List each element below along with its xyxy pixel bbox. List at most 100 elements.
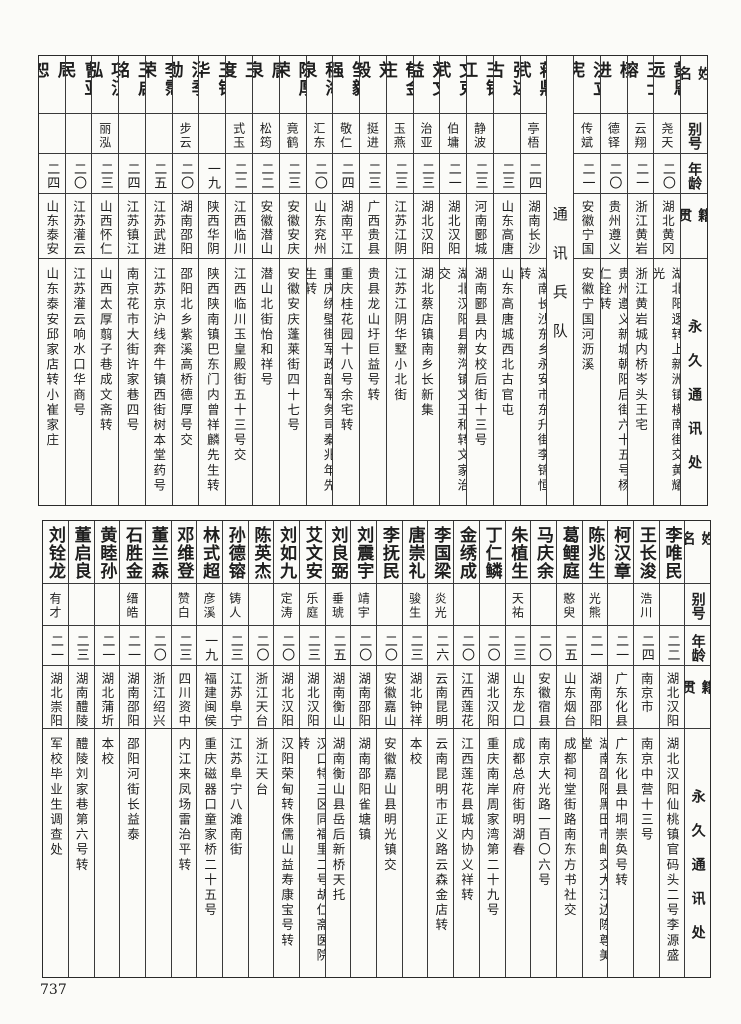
person-alias: 德铎 <box>606 122 621 150</box>
person-hometown-cell: 福建闽侯 <box>197 666 222 729</box>
person-alias: 定涛 <box>279 592 294 620</box>
person-age-cell: 二〇 <box>654 154 681 194</box>
person-name: 文克武 <box>440 61 467 97</box>
person-alias-cell: 铸人 <box>222 584 248 626</box>
header-cell-hometown: 籍贯 <box>685 666 710 729</box>
person-column: 郁金庄玉燕二三江苏江阴江苏江阴华墅小北街 <box>385 56 413 505</box>
person-hometown-cell: 广东化县 <box>608 666 633 729</box>
person-alias-cell <box>145 584 171 626</box>
person-hometown-cell: 湖北汉阳 <box>413 194 440 259</box>
person-address-cell: 潜山北街怡和祥号 <box>253 259 279 505</box>
person-name: 陈厚荣 <box>280 61 306 97</box>
person-alias-cell: 伯墉 <box>440 114 467 154</box>
person-address-cell: 山西太厚翦子巷成文斋转 <box>92 259 118 505</box>
person-alias: 靖宇 <box>356 592 371 620</box>
person-name: 李抚民 <box>378 526 399 580</box>
person-age: 二〇 <box>150 634 166 662</box>
person-age-cell: 二三 <box>68 626 94 666</box>
person-name-cell: 董兰森 <box>145 521 171 584</box>
person-alias-cell <box>248 584 274 626</box>
person-alias-cell: 靖宇 <box>351 584 377 626</box>
person-age-cell: 二一 <box>440 154 467 194</box>
person-column: 项汉泓丽泓二三山西怀仁山西太厚翦子巷成文斋转 <box>91 56 119 505</box>
person-alias: 天祐 <box>510 592 525 620</box>
person-name: 程海泉 <box>307 61 333 97</box>
person-age: 二三 <box>407 634 423 662</box>
person-name-cell: 金绣成 <box>454 521 479 584</box>
person-alias-cell <box>377 584 402 626</box>
person-alias: 敬仁 <box>338 122 353 150</box>
person-address: 江苏京沪线奔牛镇西街树本堂药号 <box>151 267 167 494</box>
person-name: 杨进 <box>601 61 627 98</box>
person-address: 邵阳北乡紫溪高桥德厚号交 <box>178 267 194 449</box>
person-hometown: 安徽安庆 <box>285 200 301 256</box>
person-name: 邹毅强 <box>333 61 360 97</box>
person-hometown-cell: 浙江黄岩 <box>627 194 654 259</box>
person-hometown: 山西怀仁 <box>97 200 113 256</box>
person-alias-cell: 定涛 <box>274 584 299 626</box>
person-alias-cell: 式玉 <box>226 114 252 154</box>
person-hometown: 南京市 <box>638 672 654 714</box>
person-address: 潜山北街怡和祥号 <box>258 267 274 388</box>
person-alias: 浩川 <box>638 592 653 620</box>
person-hometown-cell: 湖南醴陵 <box>68 666 94 729</box>
person-alias-cell: 骏生 <box>402 584 428 626</box>
person-address: 云南昆明市正义路云森金店转 <box>433 737 449 934</box>
person-address: 山东高唐城西北古官屯 <box>499 267 515 418</box>
person-age-cell: 二二 <box>659 626 685 666</box>
person-alias-cell: 竟鹤 <box>279 114 306 154</box>
person-name: 刘良弼 <box>327 526 348 580</box>
person-age-cell: 二五 <box>325 626 351 666</box>
person-address-cell: 邵阳北乡紫溪高桥德厚号交 <box>173 259 199 505</box>
person-column: 曹亚民二〇江苏灌云江苏灌云响水口华商号 <box>64 56 92 505</box>
person-address-cell: 江苏京沪线奔牛镇西街树本堂药号 <box>146 259 172 505</box>
person-age: 二三 <box>176 634 192 662</box>
person-address: 江苏阜宁八滩南街 <box>227 737 243 858</box>
person-column: 董启良 二三 湖南醴陵 醴陵刘家巷第六号转 <box>67 521 94 977</box>
person-age: 二五 <box>151 162 167 190</box>
person-name-cell: 葛鲤庭 <box>556 521 582 584</box>
person-age-cell: 二〇 <box>172 154 199 194</box>
section-column: 通讯兵队 <box>546 56 573 505</box>
person-address: 广东化县中垌崇奂号转 <box>613 737 629 888</box>
person-alias-cell: 缙皓 <box>120 584 145 626</box>
person-address: 浙江天台 <box>253 737 269 798</box>
person-name-cell: 李唯民 <box>659 521 685 584</box>
person-name: 项汉泓 <box>92 61 119 97</box>
person-name-cell: 董启良 <box>68 521 94 584</box>
person-name-cell: 蒋鼎武 <box>520 56 547 114</box>
person-address-cell: 陕西陕南镇巴东门内曾祥麟先生转 <box>199 259 225 505</box>
person-alias-cell: 汇东 <box>306 114 333 154</box>
person-name-cell: 陈厚荣 <box>279 56 306 114</box>
person-age-cell: 二三 <box>222 626 248 666</box>
person-age-cell: 二三 <box>279 154 306 194</box>
person-alias-cell: 有才 <box>43 584 68 626</box>
person-hometown: 陕西华阴 <box>204 200 220 256</box>
person-hometown-cell: 安徽宿县 <box>531 666 556 729</box>
person-address: 山西太厚翦子巷成文斋转 <box>97 267 113 434</box>
person-hometown-cell: 江西莲花 <box>454 666 479 729</box>
person-age: 二〇 <box>279 634 295 662</box>
person-age: 二〇 <box>253 634 269 662</box>
person-alias-cell: 垂琥 <box>325 584 351 626</box>
person-age-cell: 二〇 <box>600 154 627 194</box>
person-address: 成都总府街明湖春 <box>510 737 526 858</box>
person-column: 汪季勋步云二〇湖南邵阳邵阳北乡紫溪高桥德厚号交 <box>171 56 199 505</box>
person-name: 洪立宪 <box>574 61 600 97</box>
person-hometown-cell: 湖北汉阳 <box>440 194 467 259</box>
person-hometown-cell: 南京市 <box>633 666 659 729</box>
person-age: 二〇 <box>606 162 622 190</box>
person-hometown-cell: 江苏灌云 <box>65 194 92 259</box>
person-age-cell: 二一 <box>608 626 633 666</box>
person-hometown-cell: 山东烟台 <box>556 666 582 729</box>
person-age-cell: 二三 <box>413 154 440 194</box>
person-alias: 竟鹤 <box>285 122 300 150</box>
person-hometown-cell: 河南郾城 <box>467 194 493 259</box>
person-address-cell: 湖北汉阳仙桃镇官码头二号李源盛 <box>660 729 685 977</box>
person-hometown: 湖北汉阳 <box>279 672 295 728</box>
person-name-cell: 王度 <box>226 56 252 114</box>
person-alias-cell: 浩川 <box>633 584 659 626</box>
person-column: 陈英杰 二〇 浙江天台 浙江天台 <box>247 521 274 977</box>
page-number: 737 <box>40 982 67 998</box>
person-age-cell: 二二 <box>252 154 279 194</box>
